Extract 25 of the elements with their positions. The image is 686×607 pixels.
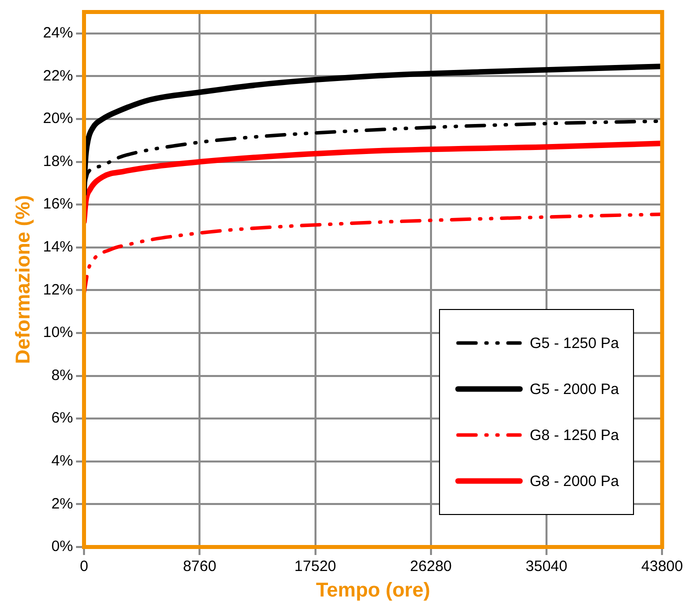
- y-tick-label: 16%: [42, 196, 74, 213]
- y-tick-label: 0%: [51, 538, 74, 556]
- y-tick-label: 2%: [51, 495, 74, 512]
- y-tick-label: 4%: [51, 452, 74, 470]
- y-axis-title: Deformazione (%): [12, 195, 35, 364]
- y-tick-label: 18%: [42, 152, 74, 170]
- x-tick-label: 0: [80, 558, 88, 576]
- y-tick-label: 12%: [42, 281, 74, 298]
- x-tick-label: 8760: [182, 558, 216, 576]
- legend-label: G8 - 2000 Pa: [530, 472, 619, 490]
- x-tick-label: 17520: [294, 558, 336, 576]
- legend-label: G5 - 1250 Pa: [530, 334, 619, 352]
- y-tick-label: 6%: [51, 410, 74, 427]
- legend-label: G8 - 1250 Pa: [530, 426, 619, 444]
- x-tick-label: 35040: [526, 558, 568, 576]
- y-tick-label: 24%: [42, 24, 74, 42]
- y-tick-label: 8%: [51, 366, 74, 384]
- x-tick-label: 26280: [410, 558, 452, 576]
- y-tick-label: 20%: [42, 110, 74, 128]
- legend-label: G5 - 2000 Pa: [530, 380, 619, 398]
- y-tick-label: 10%: [42, 324, 74, 342]
- y-tick-label: 14%: [42, 238, 74, 256]
- y-tick-label: 22%: [42, 67, 74, 84]
- x-tick-label: 43800: [641, 558, 684, 576]
- x-axis-title: Tempo (ore): [316, 580, 430, 602]
